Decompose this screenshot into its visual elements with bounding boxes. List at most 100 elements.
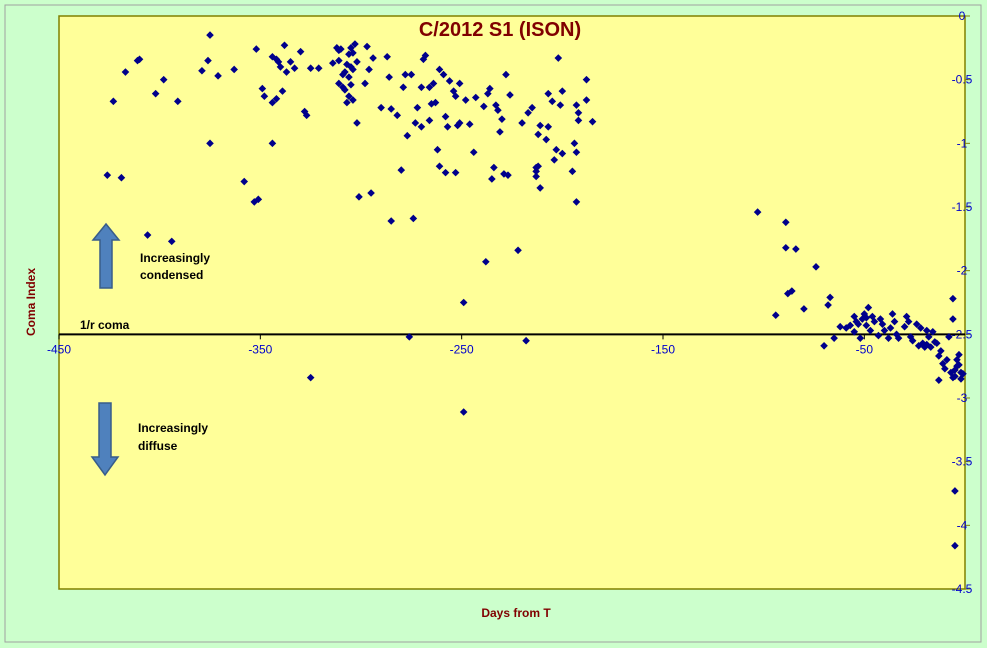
- data-point: [488, 175, 496, 183]
- data-point: [943, 356, 951, 364]
- data-point: [826, 293, 834, 302]
- data-point: [117, 173, 126, 182]
- data-point: [121, 68, 130, 76]
- y-tick-label: -0.5: [952, 73, 973, 87]
- data-point: [800, 305, 808, 313]
- data-point: [502, 70, 510, 79]
- data-point: [409, 214, 418, 223]
- data-point: [353, 119, 361, 127]
- data-point: [387, 105, 395, 113]
- data-point: [377, 103, 385, 112]
- data-point: [572, 101, 581, 109]
- data-points: [103, 31, 967, 550]
- reference-line-label: 1/r coma: [80, 318, 130, 332]
- data-point: [387, 217, 395, 225]
- data-point: [888, 310, 897, 318]
- annotation-condensed-line1: Increasingly: [140, 251, 210, 265]
- data-point: [441, 168, 450, 177]
- data-point: [771, 311, 780, 320]
- x-axis: -450 -350 -250 -150 -50: [47, 334, 873, 356]
- data-point: [570, 139, 579, 148]
- data-point: [103, 171, 112, 179]
- data-point: [214, 72, 222, 80]
- data-point: [824, 301, 832, 309]
- data-point: [862, 321, 871, 330]
- y-tick-label: -1.5: [952, 200, 973, 214]
- data-point: [486, 84, 494, 93]
- data-point: [496, 128, 504, 136]
- data-point: [550, 156, 559, 164]
- data-point: [558, 87, 567, 95]
- y-tick-label: -3: [957, 391, 968, 405]
- y-tick-label: -4.5: [952, 582, 973, 596]
- data-point: [792, 245, 800, 253]
- data-point: [385, 73, 393, 81]
- data-point: [349, 49, 357, 57]
- data-point: [588, 117, 597, 126]
- data-point: [874, 331, 883, 340]
- data-point: [959, 370, 967, 378]
- data-point: [518, 119, 526, 127]
- data-point: [254, 195, 263, 204]
- data-point: [306, 373, 315, 382]
- data-point: [552, 145, 561, 154]
- data-point: [461, 96, 470, 104]
- data-point: [439, 70, 448, 79]
- data-point: [955, 350, 963, 359]
- data-point: [949, 294, 957, 303]
- data-point: [109, 97, 118, 106]
- data-point: [429, 79, 438, 88]
- data-point: [532, 172, 540, 181]
- data-point: [335, 56, 343, 65]
- y-tick-label: -1: [957, 136, 968, 150]
- data-point: [500, 170, 508, 178]
- data-point: [812, 263, 820, 271]
- data-point: [574, 108, 583, 117]
- data-point: [278, 87, 287, 95]
- x-axis-title: Days from T: [481, 606, 551, 620]
- data-point: [572, 148, 581, 157]
- data-point: [135, 55, 144, 64]
- data-point: [784, 289, 792, 298]
- data-point: [782, 218, 790, 227]
- data-point: [417, 122, 426, 131]
- y-axis: 0-0.5-1-1.5-2-2.5-3-3.5-4-4.5: [952, 9, 973, 596]
- annotation-diffuse-line1: Increasingly: [138, 421, 208, 435]
- data-point: [900, 322, 909, 331]
- data-point: [459, 408, 468, 416]
- data-point: [417, 83, 426, 92]
- data-point: [534, 162, 542, 171]
- data-point: [916, 324, 925, 332]
- data-point: [341, 68, 349, 76]
- data-point: [514, 246, 522, 255]
- data-point: [151, 89, 160, 98]
- data-point: [252, 45, 261, 53]
- y-tick-label: -4: [957, 518, 968, 532]
- data-point: [846, 321, 855, 330]
- data-point: [558, 149, 567, 158]
- data-point: [542, 135, 551, 144]
- data-point: [945, 333, 953, 341]
- data-point: [351, 40, 359, 48]
- data-point: [268, 52, 277, 61]
- data-point: [480, 102, 488, 111]
- data-point: [935, 352, 943, 360]
- data-point: [949, 315, 957, 323]
- data-point: [198, 66, 206, 75]
- data-point: [290, 64, 299, 73]
- data-point: [393, 111, 402, 120]
- data-point: [347, 80, 355, 89]
- data-point: [206, 31, 214, 39]
- data-point: [941, 364, 949, 373]
- data-point: [504, 171, 512, 179]
- data-point: [482, 257, 490, 266]
- y-tick-label: -3.5: [952, 455, 973, 469]
- data-point: [411, 119, 420, 127]
- data-point: [498, 115, 506, 123]
- data-point: [572, 198, 581, 206]
- data-point: [866, 326, 875, 335]
- data-point: [490, 163, 498, 172]
- data-point: [383, 52, 391, 61]
- data-point: [431, 98, 440, 107]
- data-point: [413, 103, 422, 112]
